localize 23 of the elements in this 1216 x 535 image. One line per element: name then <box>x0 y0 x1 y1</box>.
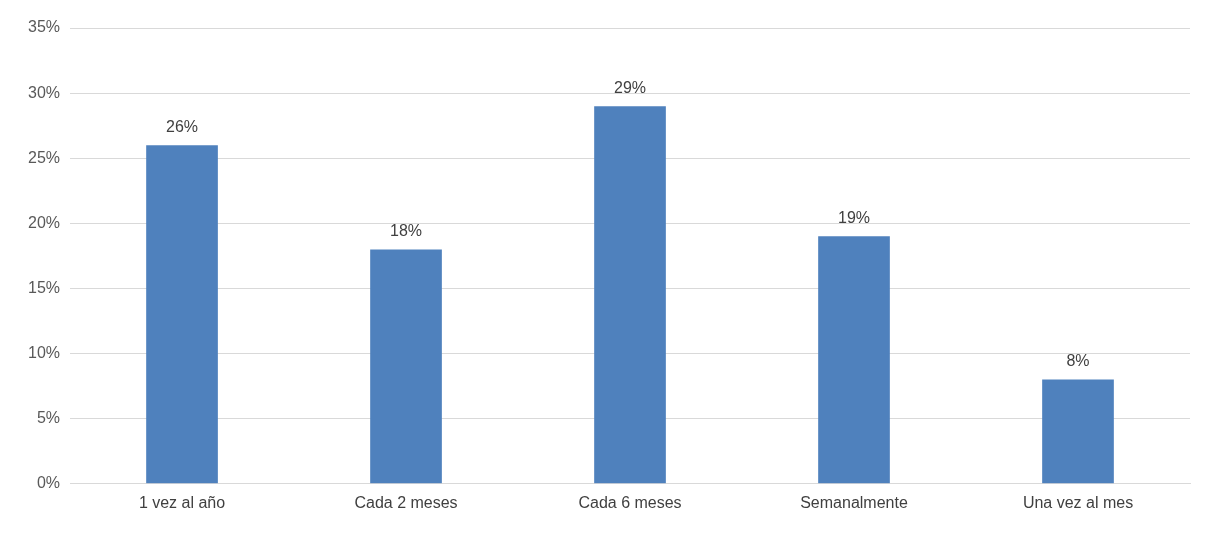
x-tick-label: Semanalmente <box>800 493 908 511</box>
y-tick-label: 25% <box>27 148 61 166</box>
y-tick-label: 20% <box>27 213 61 231</box>
data-label: 8% <box>1066 352 1090 370</box>
data-label: 29% <box>614 78 647 96</box>
y-tick-label: 5% <box>36 409 61 427</box>
y-tick-label: 15% <box>27 278 61 296</box>
y-tick-label: 35% <box>27 18 61 36</box>
x-tick-label: Cada 2 meses <box>354 493 458 511</box>
y-tick-label: 10% <box>27 343 61 361</box>
x-tick-label: Cada 6 meses <box>578 493 682 511</box>
bar <box>818 236 890 484</box>
x-tick-label: 1 vez al año <box>138 493 226 511</box>
y-tick-label: 0% <box>36 474 61 492</box>
bar <box>146 145 218 484</box>
bar <box>594 106 666 484</box>
data-label: 19% <box>837 208 871 226</box>
data-label: 18% <box>390 221 423 239</box>
x-tick-label: Una vez al mes <box>1022 493 1134 511</box>
data-label: 26% <box>166 117 199 135</box>
bar <box>370 249 442 484</box>
y-tick-label: 30% <box>27 83 61 101</box>
bar <box>1042 379 1114 484</box>
